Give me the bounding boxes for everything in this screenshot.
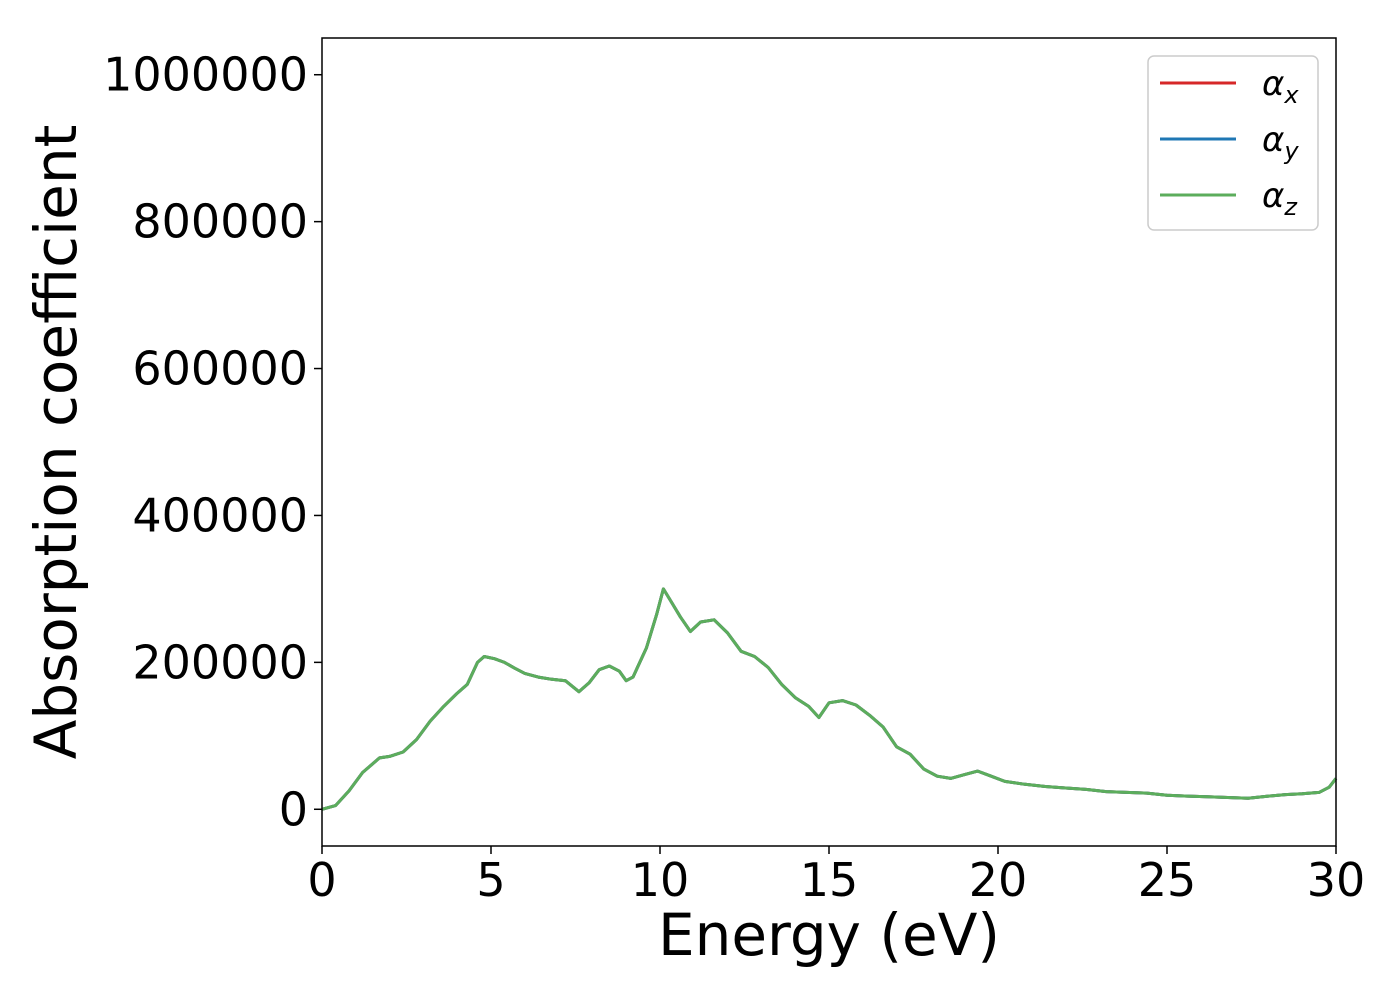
x-tick-label: 25 — [1138, 853, 1197, 907]
x-tick-label: 20 — [969, 853, 1028, 907]
y-tick-label: 800000 — [132, 195, 308, 249]
x-tick-label: 0 — [307, 853, 336, 907]
x-tick-label: 5 — [476, 853, 505, 907]
series-line-x — [321, 587, 1338, 811]
legend-label-z: αz — [1262, 176, 1298, 221]
series-layer — [321, 587, 1338, 811]
x-axis-title: Energy (eV) — [658, 901, 1000, 969]
legend-label-x: αx — [1262, 64, 1299, 109]
y-tick-label: 200000 — [132, 635, 308, 689]
y-tick-label: 600000 — [132, 342, 308, 396]
x-tick-label: 30 — [1307, 853, 1366, 907]
x-tick-label: 10 — [631, 853, 690, 907]
series-line-z — [321, 587, 1338, 811]
series-line-y — [321, 587, 1338, 811]
y-axis-ticks: 0 200000 400000 600000 800000 1000000 — [103, 48, 322, 836]
y-tick-label: 0 — [279, 782, 308, 836]
legend-box — [1147, 55, 1319, 231]
y-tick-label: 400000 — [132, 488, 308, 542]
x-axis-ticks: 0 5 10 15 20 25 30 — [307, 846, 1365, 907]
legend-label-y: αy — [1262, 120, 1299, 165]
y-tick-label: 1000000 — [103, 48, 308, 102]
legend: αx αy αz — [1147, 55, 1319, 231]
x-tick-label: 15 — [800, 853, 859, 907]
y-axis-title: Absorption coefficient — [22, 125, 90, 760]
